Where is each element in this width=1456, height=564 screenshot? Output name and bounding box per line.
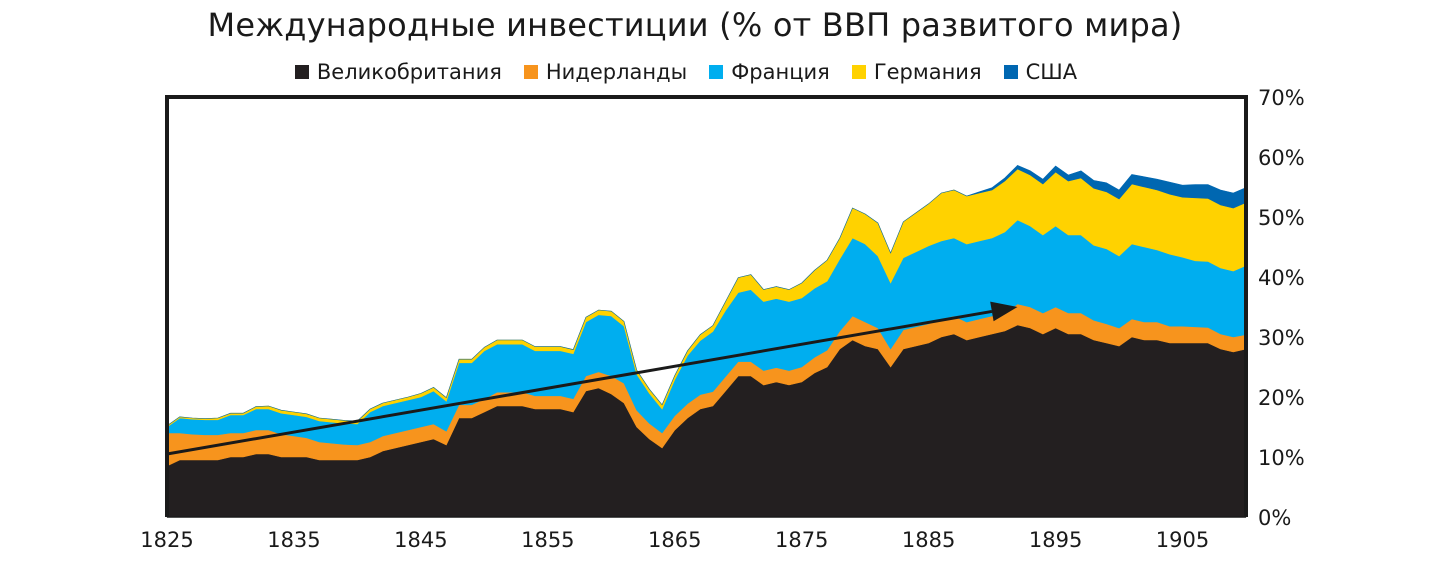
- legend-label: Германия: [873, 60, 982, 84]
- legend-item: Великобритания: [294, 60, 502, 84]
- legend-swatch: [709, 65, 724, 79]
- chart-title: Международные инвестиции (% от ВВП разви…: [207, 6, 1183, 44]
- legend-item: США: [1003, 60, 1078, 84]
- y-tick-label: 0%: [1258, 506, 1291, 530]
- chart-legend: Великобритания Нидерланды Франция Германия С…: [0, 60, 1372, 84]
- x-axis-tick-labels: 1825 1835 1845 1855 1865 1875 1885 1895 1905: [140, 528, 1209, 552]
- legend-label: Великобритания: [316, 60, 502, 84]
- y-tick-label: 10%: [1258, 446, 1305, 470]
- trend-arrow: [166, 301, 1018, 456]
- legend-label: Нидерланды: [545, 60, 688, 84]
- y-tick-label: 60%: [1258, 146, 1305, 170]
- legend-label: Франция: [731, 60, 830, 84]
- legend-swatch: [851, 65, 866, 79]
- y-tick-label: 30%: [1258, 326, 1305, 350]
- x-tick-label: 1905: [1156, 528, 1209, 552]
- legend-swatch: [523, 65, 538, 79]
- legend-item: Германия: [851, 60, 982, 84]
- x-tick-label: 1845: [394, 528, 447, 552]
- y-tick-label: 70%: [1258, 86, 1305, 110]
- plot-frame-border: [165, 95, 1248, 517]
- x-tick-label: 1865: [648, 528, 701, 552]
- trend-arrow-head: [990, 301, 1018, 322]
- legend-swatch: [294, 65, 309, 79]
- plot-frame: [165, 95, 1248, 518]
- area-layers: [166, 165, 1247, 518]
- y-tick-label: 50%: [1258, 206, 1305, 230]
- y-tick-label: 20%: [1258, 386, 1305, 410]
- legend-label: США: [1025, 60, 1078, 84]
- legend-item: Нидерланды: [523, 60, 688, 84]
- legend-item: Франция: [709, 60, 830, 84]
- x-tick-label: 1825: [140, 528, 193, 552]
- x-tick-label: 1855: [521, 528, 574, 552]
- y-tick-label: 40%: [1258, 266, 1305, 290]
- x-tick-label: 1835: [267, 528, 320, 552]
- x-tick-label: 1895: [1029, 528, 1082, 552]
- x-tick-label: 1885: [902, 528, 955, 552]
- y-axis-tick-labels: 0% 10% 20% 30% 40% 50% 60% 70%: [1258, 86, 1305, 530]
- x-tick-label: 1875: [775, 528, 828, 552]
- trend-arrow-line: [166, 309, 993, 456]
- legend-swatch: [1003, 65, 1018, 79]
